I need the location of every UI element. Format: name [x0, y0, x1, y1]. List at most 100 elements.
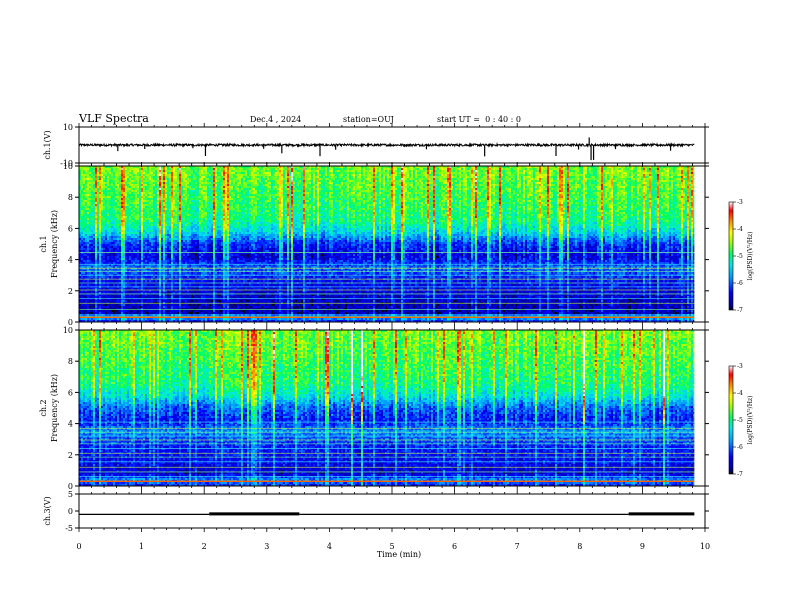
s1-pixel	[663, 180, 665, 182]
s1-pixel	[167, 186, 169, 188]
s1-pixel	[451, 182, 453, 184]
s1-pixel	[601, 178, 603, 180]
s1-pixel	[237, 178, 239, 180]
s1-pixel	[273, 180, 275, 182]
s1-pixel	[373, 170, 375, 172]
s1-pixel	[199, 170, 201, 172]
s1-pixel	[557, 170, 559, 172]
s1-pixel	[327, 182, 329, 184]
s1-pixel	[353, 188, 355, 190]
s1-pixel	[581, 182, 583, 184]
s1-pixel	[357, 180, 359, 182]
s1-pixel	[593, 170, 595, 172]
s1-pixel	[489, 182, 491, 184]
s1-pixel	[679, 180, 681, 182]
s1-pixel	[131, 176, 133, 178]
s1-pixel	[221, 170, 223, 172]
s1-pixel	[459, 168, 461, 170]
s1-pixel	[175, 168, 177, 170]
s1-pixel	[213, 178, 215, 180]
s1-pixel	[123, 180, 125, 182]
s1-pixel	[165, 182, 167, 184]
s1-pixel	[471, 170, 473, 172]
s1-pixel	[449, 168, 451, 170]
s1-pixel	[347, 180, 349, 182]
s1-pixel	[555, 186, 557, 188]
s1-pixel	[339, 180, 341, 182]
s1-pixel	[615, 178, 617, 180]
s1-pixel	[315, 182, 317, 184]
s1-pixel	[153, 188, 155, 190]
s1-pixel	[229, 182, 231, 184]
s1-pixel	[669, 168, 671, 170]
s1-pixel	[537, 176, 539, 178]
s1-pixel	[557, 172, 559, 174]
s1-pixel	[157, 174, 159, 176]
s1-pixel	[379, 184, 381, 186]
s1-pixel	[449, 174, 451, 176]
s1-pixel	[411, 170, 413, 172]
s1-pixel	[281, 184, 283, 186]
s1-pixel	[551, 180, 553, 182]
s1-pixel	[263, 176, 265, 178]
s1-pixel	[571, 172, 573, 174]
s1-pixel	[89, 176, 91, 178]
s1-pixel	[315, 186, 317, 188]
s1-pixel	[249, 174, 251, 176]
s1-pixel	[95, 176, 97, 178]
s1-pixel	[451, 174, 453, 176]
s1-pixel	[247, 188, 249, 190]
s1-pixel	[207, 182, 209, 184]
s1-pixel	[321, 174, 323, 176]
s1-pixel	[237, 170, 239, 172]
s1-pixel	[183, 184, 185, 186]
s1-pixel	[135, 168, 137, 170]
s1-pixel	[665, 184, 667, 186]
s1-pixel	[81, 182, 83, 184]
s1-pixel	[175, 170, 177, 172]
s1-pixel	[495, 186, 497, 188]
s1-pixel	[359, 174, 361, 176]
s1-pixel	[419, 184, 421, 186]
s1-pixel	[507, 184, 509, 186]
s1-pixel	[335, 184, 337, 186]
s1-pixel	[511, 186, 513, 188]
s1-pixel	[99, 184, 101, 186]
s1-pixel	[377, 172, 379, 174]
s1-pixel	[559, 178, 561, 180]
s1-pixel	[331, 184, 333, 186]
s1-pixel	[105, 188, 107, 190]
s1-pixel	[235, 176, 237, 178]
s1-pixel	[273, 182, 275, 184]
s1-pixel	[243, 180, 245, 182]
s1-pixel	[443, 182, 445, 184]
s1-pixel	[185, 184, 187, 186]
s1-pixel	[363, 168, 365, 170]
s1-pixel	[379, 174, 381, 176]
s1-pixel	[373, 168, 375, 170]
s1-pixel	[81, 170, 83, 172]
s1-pixel	[659, 172, 661, 174]
s1-pixel	[583, 174, 585, 176]
s1-pixel	[391, 176, 393, 178]
s1-pixel	[531, 174, 533, 176]
s1-pixel	[215, 170, 217, 172]
s1-pixel	[289, 176, 291, 178]
s1-pixel	[89, 170, 91, 172]
s1-pixel	[659, 184, 661, 186]
s1-pixel	[413, 180, 415, 182]
s1-pixel	[303, 184, 305, 186]
s1-pixel	[147, 168, 149, 170]
s1-pixel	[241, 186, 243, 188]
s1-pixel	[91, 174, 93, 176]
s1-pixel	[531, 184, 533, 186]
s1-pixel	[637, 178, 639, 180]
s1-pixel	[103, 168, 105, 170]
s1-pixel	[597, 168, 599, 170]
s1-pixel	[307, 178, 309, 180]
s1-pixel	[633, 174, 635, 176]
s1-pixel	[465, 182, 467, 184]
s1-pixel	[469, 178, 471, 180]
s1-pixel	[99, 186, 101, 188]
s1-pixel	[639, 174, 641, 176]
